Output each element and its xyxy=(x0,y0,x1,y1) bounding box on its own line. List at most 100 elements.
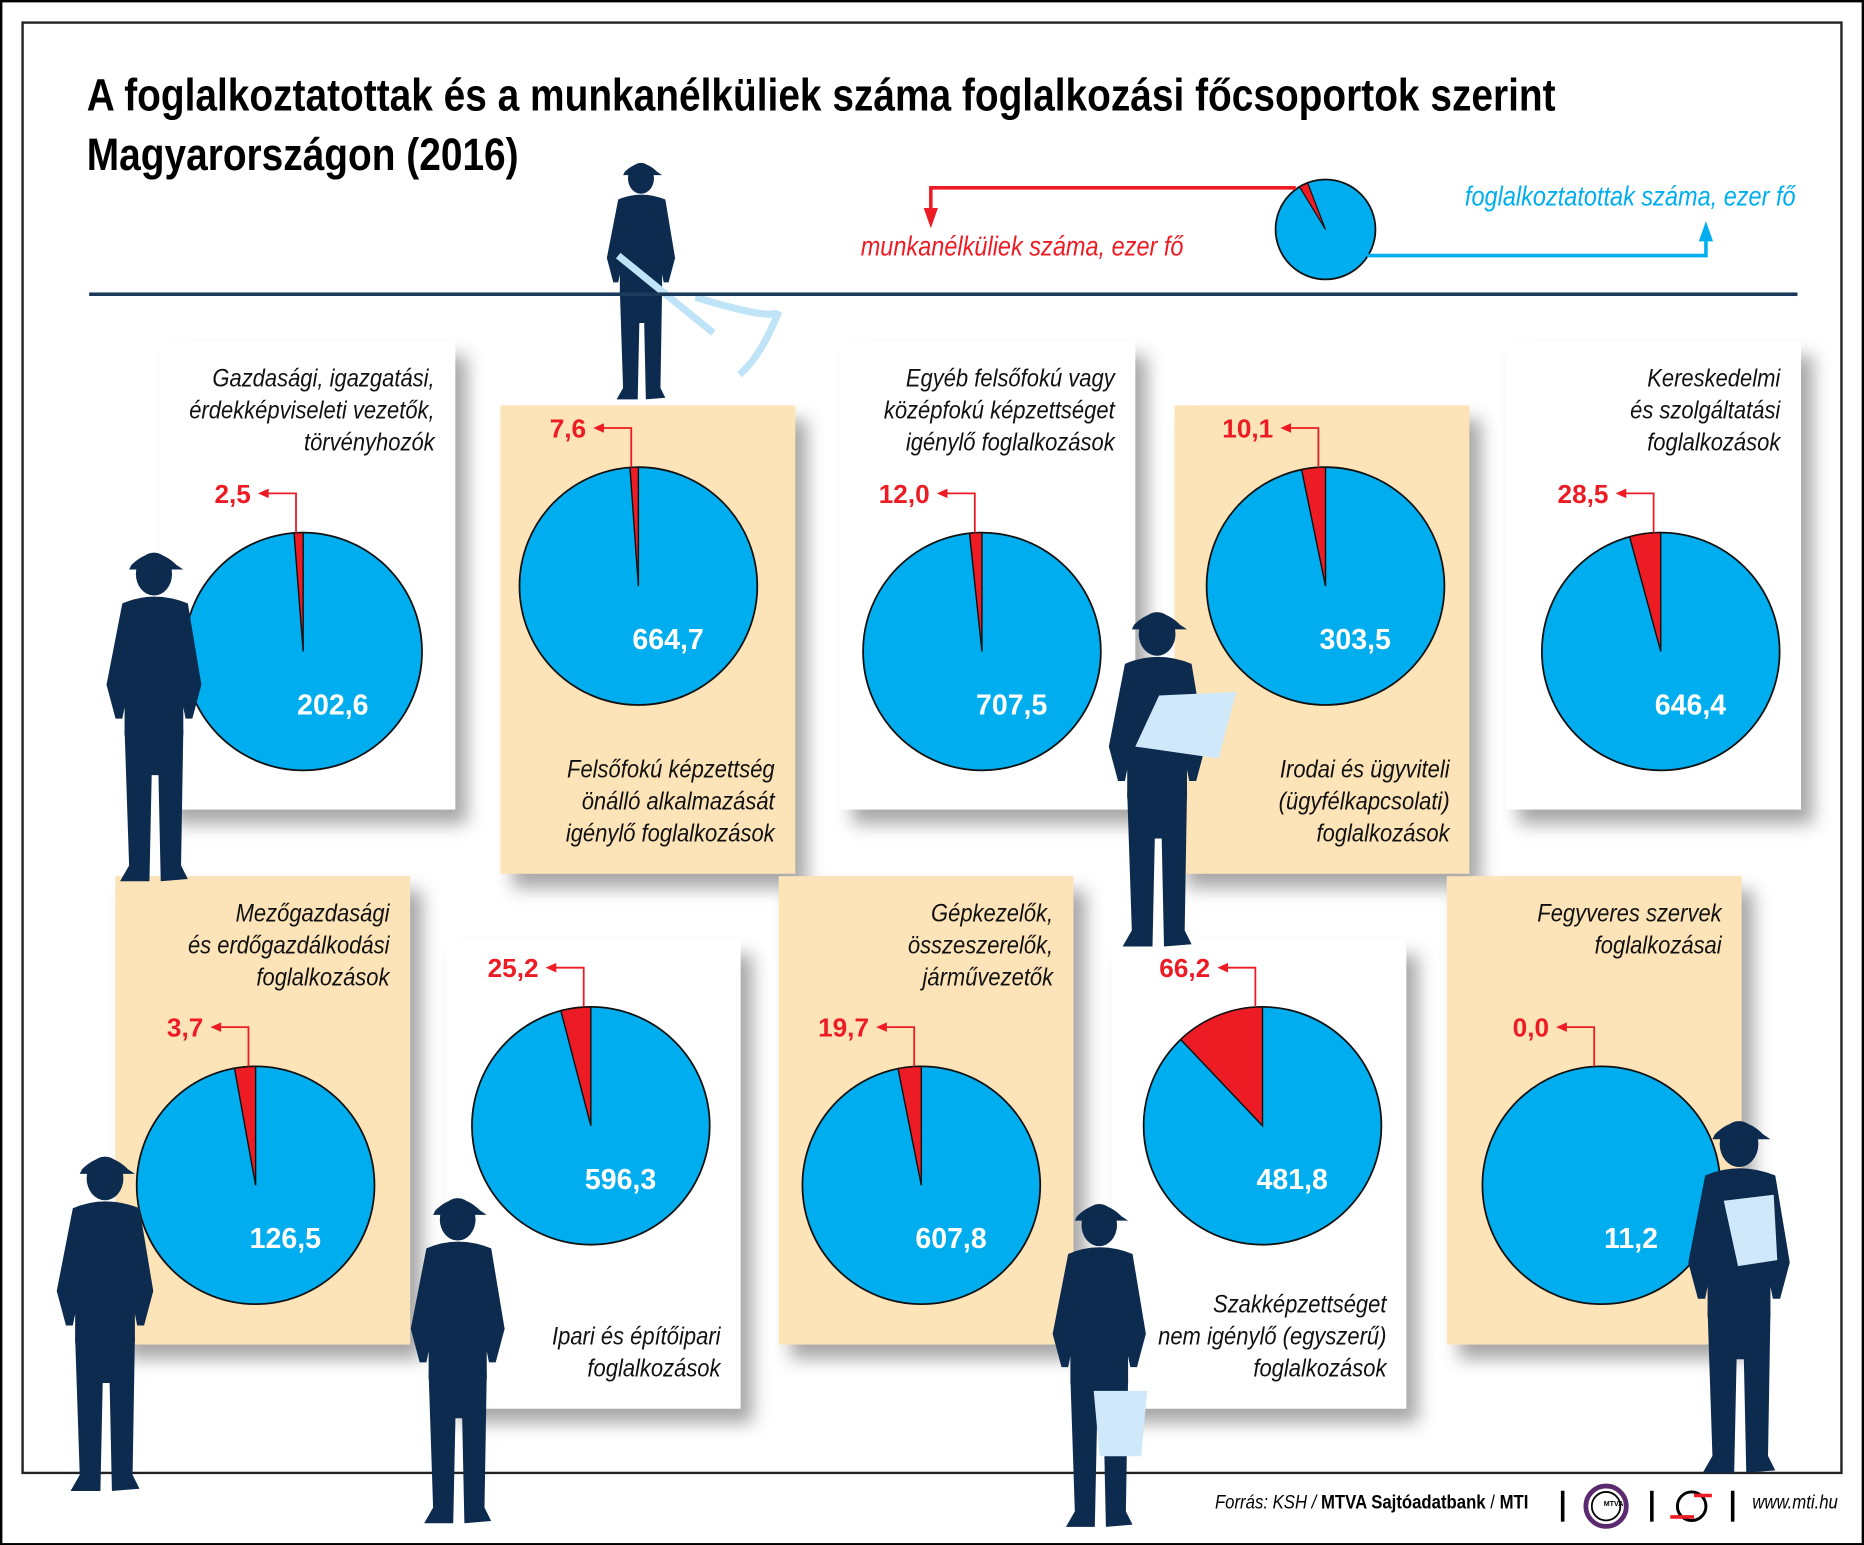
category-label-line: Egyéb felsőfokú vagy xyxy=(906,364,1116,393)
unemployed-callout: 28,5 xyxy=(1558,479,1655,533)
pie-chart xyxy=(862,531,1102,772)
employed-value: 481,8 xyxy=(1257,1164,1328,1196)
mtva-logo-text: MTVA xyxy=(1603,1501,1624,1509)
worker-silhouette-woman xyxy=(56,1156,154,1491)
category-label-line: foglalkozások xyxy=(1316,820,1450,848)
arrow-left-icon xyxy=(257,488,269,499)
unemployed-slice xyxy=(1300,466,1327,587)
legend-employed: foglalkoztatottak száma, ezer fő xyxy=(1464,180,1796,212)
pie-chart xyxy=(1540,531,1781,772)
callout-line xyxy=(1287,427,1320,468)
unemployed-value: 10,1 xyxy=(1222,413,1273,443)
mtva-logo xyxy=(1583,1483,1629,1529)
employed-value: 664,7 xyxy=(632,624,703,656)
category-label-line: Kereskedelmi xyxy=(1647,364,1781,393)
category-label-line: összeszerelők, xyxy=(907,932,1054,960)
category-label-line: Gépkezelők, xyxy=(931,899,1054,928)
pie-chart xyxy=(1142,1006,1383,1246)
category-label-line: foglalkozások xyxy=(587,1355,721,1383)
employed-value: 596,3 xyxy=(585,1164,656,1196)
source-sep: / xyxy=(1485,1493,1500,1514)
category-label: Gépkezelők, összeszerelők, járművezetők xyxy=(908,898,1053,994)
arrow-left-icon xyxy=(210,1022,222,1032)
arrow-left-icon xyxy=(936,488,948,499)
footer-separator xyxy=(1730,1490,1735,1522)
category-label-line: foglalkozásai xyxy=(1594,932,1722,960)
legend-graphic xyxy=(923,178,1714,281)
category-label-line: igénylő foglalkozások xyxy=(906,429,1116,457)
source-prefix: Forrás: KSH / xyxy=(1214,1493,1321,1514)
unemployed-callout: 19,7 xyxy=(818,1013,916,1067)
pie-chart xyxy=(471,1006,711,1246)
category-label: Egyéb felsőfokú vagy középfokú képzettség… xyxy=(884,363,1115,459)
arrow-left-icon xyxy=(1556,1022,1567,1032)
category-label-line: középfokú képzettséget xyxy=(884,397,1116,425)
category-label-line: Felsőfokú képzettség xyxy=(567,756,776,784)
unemployed-value: 19,7 xyxy=(818,1013,869,1043)
pie-chart xyxy=(518,466,759,706)
arrow-left-icon xyxy=(593,423,604,433)
category-label-line: foglalkozások xyxy=(256,964,390,992)
arrow-left-icon xyxy=(1280,423,1292,433)
unemployed-slice xyxy=(629,466,640,587)
pie-chart xyxy=(1481,1065,1722,1306)
unemployed-slice xyxy=(560,1006,592,1126)
mti-logo xyxy=(1675,1490,1708,1522)
callout-line xyxy=(943,492,976,533)
callout-line xyxy=(600,427,633,468)
category-label-line: Irodai és ügyviteli xyxy=(1279,756,1450,784)
unemployed-value: 66,2 xyxy=(1159,953,1210,983)
unemployed-value: 12,0 xyxy=(879,479,930,509)
employed-value: 126,5 xyxy=(250,1223,321,1255)
mti-logo-lines xyxy=(1670,1493,1712,1519)
worker-silhouette-painter xyxy=(1052,1204,1146,1527)
arrow-up-icon xyxy=(1698,221,1714,242)
title-line-1: A foglalkoztatottak és a munkanélküliek … xyxy=(86,71,1556,122)
arrow-left-icon xyxy=(876,1022,887,1032)
employed-value: 202,6 xyxy=(297,689,368,721)
worker-silhouette-2 xyxy=(410,1198,505,1524)
source-mti: MTI xyxy=(1499,1493,1529,1514)
arrow-left-icon xyxy=(545,962,557,973)
category-label: Fegyveres szervek foglalkozásai xyxy=(1537,898,1721,962)
employed-value: 303,5 xyxy=(1320,624,1391,656)
unemployed-callout: 66,2 xyxy=(1159,953,1257,1007)
category-label-line: törvényhozók xyxy=(304,429,436,457)
callout-line xyxy=(552,966,585,1007)
worker-silhouette-1 xyxy=(106,552,202,882)
category-label: Kereskedelmi és szolgáltatási foglalkozáso… xyxy=(1631,363,1781,459)
category-label-line: igénylő foglalkozások xyxy=(566,820,776,848)
unemployed-callout: 25,2 xyxy=(488,953,585,1007)
inner-frame xyxy=(21,21,1843,1475)
legend-blue-line xyxy=(1367,237,1708,258)
employed-value: 707,5 xyxy=(976,689,1047,721)
category-label-line: Gazdasági, igazgatási, xyxy=(212,364,436,393)
unemployed-callout: 7,6 xyxy=(550,413,633,468)
employed-value: 11,2 xyxy=(1604,1223,1658,1255)
employed-slice xyxy=(1481,1065,1722,1306)
pie-chart xyxy=(135,1065,376,1306)
category-label-line: nem igénylő (egyszerű) xyxy=(1157,1323,1387,1351)
arrow-down-icon xyxy=(923,208,938,229)
callout-line xyxy=(1563,1026,1596,1067)
legend-red-line xyxy=(929,186,1296,212)
employed-value: 607,8 xyxy=(915,1223,986,1255)
unemployed-value: 3,7 xyxy=(167,1013,203,1043)
employed-value: 646,4 xyxy=(1655,689,1726,721)
arrow-left-icon xyxy=(1615,488,1627,499)
unemployed-value: 28,5 xyxy=(1558,479,1609,509)
arrow-left-icon xyxy=(1217,962,1229,973)
category-label-line: Fegyveres szervek xyxy=(1537,899,1722,928)
miner-silhouette xyxy=(606,162,676,400)
unemployed-callout: 0,0 xyxy=(1513,1013,1596,1067)
footer-separator xyxy=(1650,1490,1654,1522)
callout-line xyxy=(883,1026,916,1067)
unemployed-callout: 2,5 xyxy=(214,479,297,533)
callout-line xyxy=(217,1026,250,1067)
bucket-icon xyxy=(1093,1390,1148,1457)
category-label-line: (ügyfélkapcsolati) xyxy=(1278,788,1450,816)
category-label: Mezőgazdasági és erdőgazdálkodási foglalko… xyxy=(188,898,390,994)
callout-line xyxy=(265,492,297,533)
unemployed-callout: 3,7 xyxy=(167,1013,250,1067)
